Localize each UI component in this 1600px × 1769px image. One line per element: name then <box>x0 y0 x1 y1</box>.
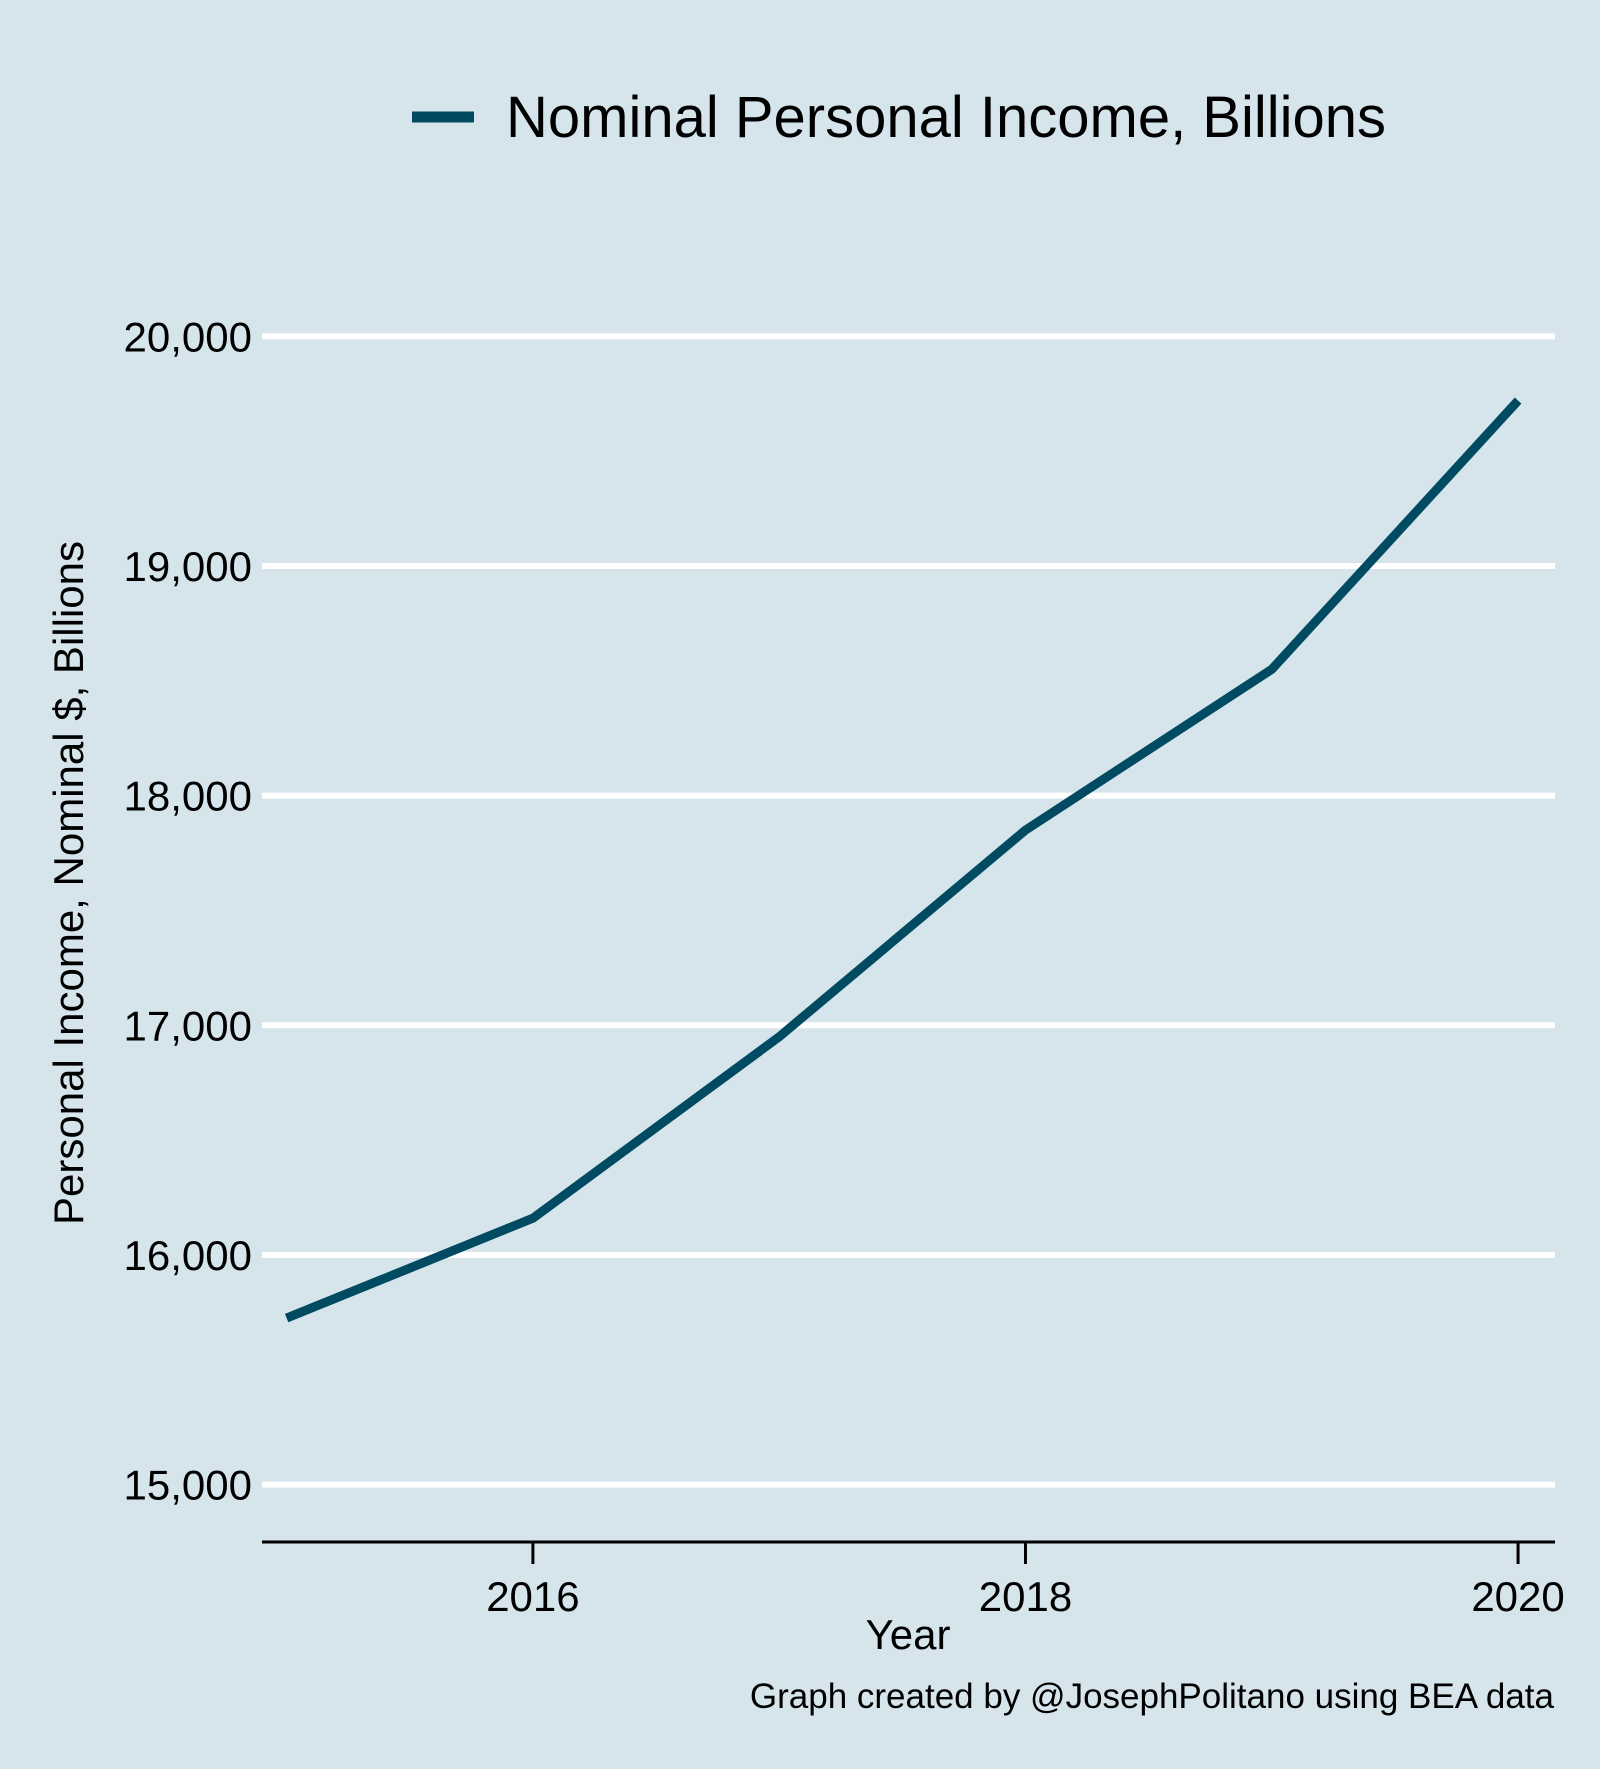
y-tick-label: 19,000 <box>124 543 252 590</box>
gridlines <box>262 333 1555 1488</box>
y-tick-label: 20,000 <box>124 313 252 360</box>
y-axis: 15,000 16,000 17,000 18,000 19,000 20,000 <box>124 313 252 1508</box>
y-tick-label: 15,000 <box>124 1462 252 1509</box>
y-tick-label: 17,000 <box>124 1002 252 1049</box>
source-caption: Graph created by @JosephPolitano using B… <box>750 1677 1555 1716</box>
x-axis-title: Year <box>866 1611 951 1658</box>
series-line-0 <box>284 397 1522 1323</box>
legend: Nominal Personal Income, Billions <box>412 85 1386 150</box>
x-tick-label: 2018 <box>979 1573 1072 1620</box>
y-axis-title: Personal Income, Nominal $, Billions <box>45 541 92 1225</box>
x-axis: 2016 2018 2020 <box>262 1540 1565 1620</box>
y-tick-label: 16,000 <box>124 1232 252 1279</box>
x-tick-label: 2020 <box>1471 1573 1564 1620</box>
y-tick-label: 18,000 <box>124 773 252 820</box>
series-lines <box>284 397 1522 1323</box>
legend-label: Nominal Personal Income, Billions <box>506 85 1386 150</box>
x-tick-label: 2016 <box>486 1573 579 1620</box>
